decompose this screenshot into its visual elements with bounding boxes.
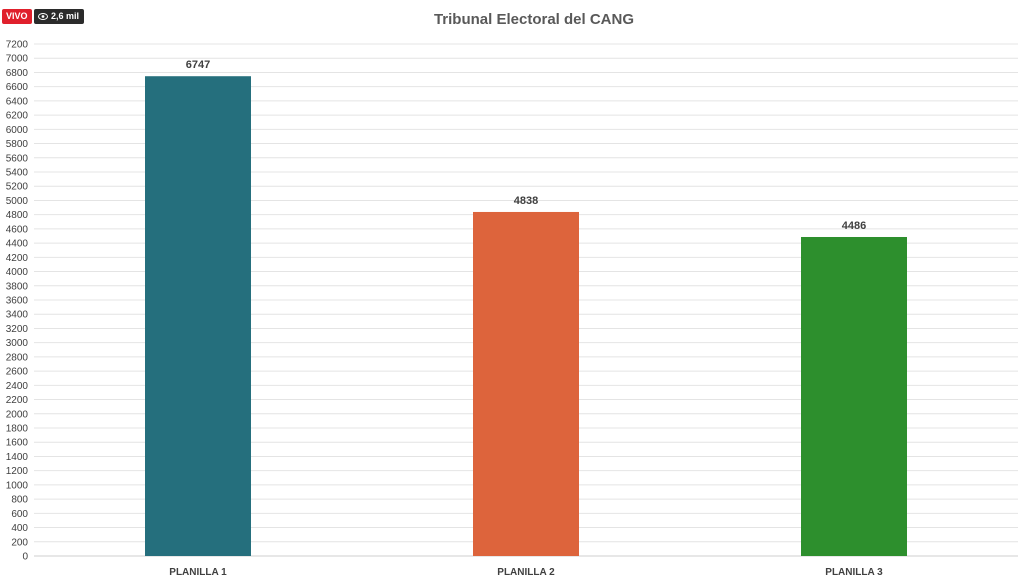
bar-3	[801, 236, 907, 557]
y-tick-label: 2600	[6, 367, 29, 378]
y-tick-label: 3000	[6, 338, 29, 349]
y-tick-label: 6400	[6, 96, 29, 107]
y-tick-label: 4000	[6, 267, 29, 278]
y-tick-label: 6000	[6, 125, 29, 136]
viewer-count: 2,6 mil	[51, 11, 80, 21]
y-tick-label: 5800	[6, 139, 29, 150]
x-tick-label: PLANILLA 2	[497, 567, 555, 578]
chart-title: Tribunal Electoral del CANG	[434, 11, 634, 28]
live-badge: VIVO	[2, 9, 32, 24]
y-tick-label: 2200	[6, 395, 29, 406]
y-tick-label: 200	[11, 537, 28, 548]
y-tick-label: 4800	[6, 210, 29, 221]
y-tick-label: 3600	[6, 296, 29, 307]
y-tick-label: 400	[11, 523, 28, 534]
bar-2	[473, 211, 579, 556]
y-tick-label: 3800	[6, 281, 29, 292]
y-tick-label: 2000	[6, 409, 29, 420]
y-tick-label: 1600	[6, 438, 29, 449]
y-tick-label: 4600	[6, 224, 29, 235]
y-axis-ticks: 0 200 400 600 800 1000 1200 1400 1600 1800 2000 220…	[6, 40, 29, 563]
y-tick-label: 0	[22, 552, 28, 563]
data-labels: 6747 4838 4486	[186, 59, 866, 232]
data-label-3: 4486	[842, 220, 866, 232]
y-tick-label: 1400	[6, 452, 29, 463]
y-tick-label: 5400	[6, 168, 29, 179]
y-tick-label: 800	[11, 495, 28, 506]
y-tick-label: 1000	[6, 480, 29, 491]
y-tick-label: 2800	[6, 352, 29, 363]
y-tick-label: 4200	[6, 253, 29, 264]
y-tick-label: 600	[11, 509, 28, 520]
data-label-1: 6747	[186, 59, 210, 71]
viewer-count-badge: 2,6 mil	[34, 9, 85, 24]
y-tick-label: 6800	[6, 68, 29, 79]
x-tick-label: PLANILLA 1	[169, 567, 227, 578]
y-tick-label: 7200	[6, 40, 29, 51]
y-tick-label: 2400	[6, 381, 29, 392]
bar-1	[145, 76, 251, 557]
x-tick-label: PLANILLA 3	[825, 567, 883, 578]
y-tick-label: 1800	[6, 424, 29, 435]
y-tick-label: 3400	[6, 310, 29, 321]
y-tick-label: 6600	[6, 82, 29, 93]
y-tick-label: 7000	[6, 54, 29, 65]
data-label-2: 4838	[514, 195, 538, 207]
y-tick-label: 6200	[6, 111, 29, 122]
x-axis-ticks: PLANILLA 1 PLANILLA 2 PLANILLA 3	[169, 567, 883, 578]
y-tick-label: 5600	[6, 153, 29, 164]
y-tick-label: 5200	[6, 182, 29, 193]
bars	[145, 76, 907, 557]
y-tick-label: 1200	[6, 466, 29, 477]
eye-icon	[38, 13, 48, 20]
y-tick-label: 5000	[6, 196, 29, 207]
y-tick-label: 3200	[6, 324, 29, 335]
y-tick-label: 4400	[6, 239, 29, 250]
